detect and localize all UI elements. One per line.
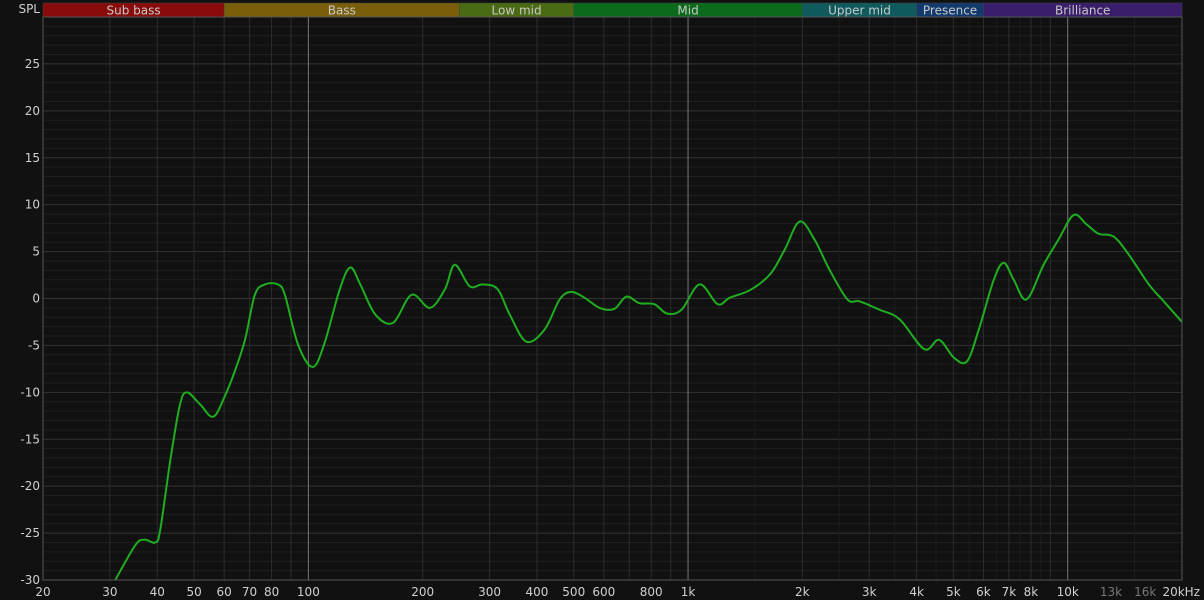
x-tick-label: 3k [862, 585, 877, 599]
band-label: Mid [677, 4, 698, 18]
x-tick-label: 20 [35, 585, 50, 599]
x-tick-label: 300 [478, 585, 501, 599]
x-tick-label: 16k [1134, 585, 1156, 599]
x-tick-label: 2k [795, 585, 810, 599]
x-tick-label: 1k [681, 585, 696, 599]
y-tick-label: -30 [20, 573, 40, 587]
band-label: Upper mid [828, 4, 891, 18]
x-tick-label: 8k [1024, 585, 1039, 599]
band-label: Presence [923, 4, 977, 18]
y-tick-label: 20 [25, 104, 40, 118]
y-tick-label: -20 [20, 479, 40, 493]
x-tick-label: 80 [264, 585, 279, 599]
y-tick-label: -25 [20, 526, 40, 540]
x-tick-label: 60 [217, 585, 232, 599]
y-tick-label: 10 [25, 198, 40, 212]
x-tick-label: 600 [592, 585, 615, 599]
x-tick-label: 4k [909, 585, 924, 599]
x-tick-label: 5k [946, 585, 961, 599]
x-tick-label: 200 [411, 585, 434, 599]
x-tick-label: 20kHz [1162, 585, 1200, 599]
y-tick-label: -10 [20, 385, 40, 399]
x-tick-label: 40 [150, 585, 165, 599]
x-tick-label: 400 [526, 585, 549, 599]
x-tick-label: 70 [242, 585, 257, 599]
plot-frame [42, 16, 1183, 581]
y-tick-label: 25 [25, 57, 40, 71]
x-tick-label: 7k [1002, 585, 1017, 599]
band-label: Brilliance [1055, 4, 1110, 18]
x-tick-label: 13k [1100, 585, 1122, 599]
x-tick-label: 6k [976, 585, 991, 599]
spl-curve-line [114, 213, 1183, 581]
band-label: Bass [328, 4, 356, 18]
x-tick-label: 50 [186, 585, 201, 599]
y-axis-label: SPL [18, 2, 40, 16]
y-tick-label: 5 [32, 245, 40, 259]
x-tick-label: 500 [562, 585, 585, 599]
x-tick-label: 100 [297, 585, 320, 599]
x-tick-label: 30 [102, 585, 117, 599]
y-tick-label: 0 [32, 292, 40, 306]
x-tick-label: 800 [640, 585, 663, 599]
band-label: Sub bass [107, 4, 161, 18]
x-tick-label: 10k [1057, 585, 1079, 599]
y-tick-label: -15 [20, 432, 40, 446]
y-tick-label: -5 [28, 338, 40, 352]
band-label: Low mid [492, 4, 542, 18]
y-tick-label: 15 [25, 151, 40, 165]
